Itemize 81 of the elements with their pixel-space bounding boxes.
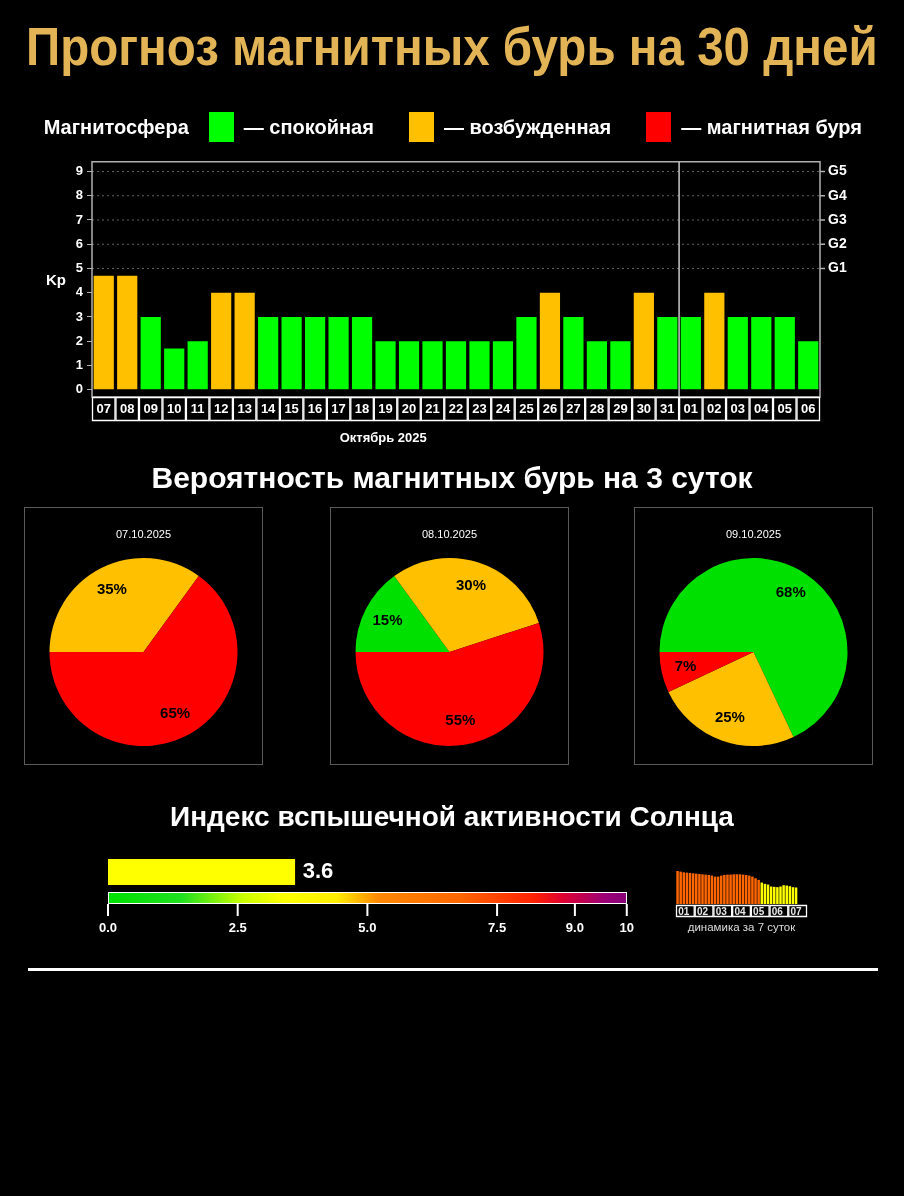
text: Вероятность магнитных бурь на 3 суток (151, 461, 753, 495)
y-tick-label: 1 (75, 357, 83, 373)
legend-title: Магнитосфера (43, 115, 189, 139)
x-tick-label: 29 (613, 401, 628, 417)
y-tick-label: 4 (75, 284, 84, 300)
x-tick-label: 09 (143, 401, 158, 417)
x-tick-label: 31 (660, 401, 675, 417)
x-tick-label: 10 (619, 920, 634, 936)
chart-title: Индекс вспышечной активности Солнца (170, 801, 734, 833)
x-tick-label: 20 (401, 401, 417, 417)
legend-label: — магнитная буря (681, 115, 862, 139)
x-tick-label: 18 (354, 401, 370, 417)
x-tick-label: 10 (166, 401, 182, 417)
x-tick-label: 15 (284, 401, 299, 417)
data-label: 3.6 (302, 858, 334, 884)
x-tick-label: 11 (190, 401, 205, 417)
data-label: 68% (775, 583, 806, 601)
x-tick-label: 22 (448, 401, 464, 417)
data-label: 25% (714, 707, 745, 725)
x-tick-label: 19 (378, 401, 393, 417)
chart-title: 09.10.2025 (725, 528, 782, 540)
y-tick-label: 2 (75, 332, 83, 348)
chart-title: 08.10.2025 (421, 528, 478, 540)
x-tick-label: 06 (801, 401, 816, 417)
x-tick-label: 04 (754, 401, 770, 417)
ref-line-label: G1 (828, 259, 847, 276)
x-tick-label: 01 (678, 905, 690, 917)
data-label: 15% (372, 610, 403, 628)
x-tick-label: 17 (331, 401, 346, 417)
x-tick-label: 25 (519, 401, 534, 417)
data-label: 30% (455, 575, 487, 593)
x-tick-label: 06 (771, 905, 784, 917)
x-tick-label: 0.0 (98, 920, 118, 936)
x-tick-label: 04 (734, 905, 746, 917)
x-tick-label: 03 (715, 905, 728, 917)
x-tick-label: 23 (472, 401, 487, 417)
legend-label: — спокойная (243, 115, 374, 139)
y-tick-label: 8 (75, 187, 83, 203)
x-axis-title: Октябрь 2025 (339, 430, 427, 445)
x-tick-label: 07 (96, 401, 111, 417)
y-tick-label: 9 (75, 163, 83, 179)
ref-line-label: G5 (828, 162, 847, 179)
data-label: 65% (160, 704, 191, 722)
x-tick-label: 07 (790, 905, 803, 917)
x-tick-label: 02 (707, 401, 722, 417)
x-tick-label: 03 (730, 401, 746, 417)
x-tick-label: 01 (683, 401, 699, 417)
y-tick-label: 7 (75, 211, 83, 227)
x-tick-label: 05 (777, 401, 793, 417)
ref-line-label: G2 (828, 235, 847, 252)
y-tick-label: 3 (75, 308, 83, 324)
y-tick-label: 6 (75, 235, 83, 251)
x-tick-label: 26 (542, 401, 558, 417)
x-tick-label: 7.5 (488, 920, 507, 936)
x-tick-label: 05 (753, 905, 765, 917)
x-tick-label: 14 (260, 401, 277, 417)
x-tick-label: 02 (696, 905, 709, 917)
chart-subtitle: 07.10.2025 (115, 528, 172, 540)
x-tick-label: 2.5 (228, 920, 247, 936)
x-tick-label: 24 (495, 401, 511, 417)
data-label: 35% (96, 580, 127, 598)
x-tick-label: 30 (636, 401, 652, 417)
legend-label: — возбужденная (443, 115, 612, 139)
x-tick-label: 13 (237, 401, 252, 417)
x-tick-label: 08 (119, 401, 135, 417)
chart-title: Прогноз магнитных бурь на 30 дней (26, 15, 878, 77)
x-tick-label: 21 (425, 401, 440, 417)
x-tick-label: 28 (589, 401, 605, 417)
x-tick-label: 9.0 (565, 920, 584, 936)
y-axis-title: Kp (46, 271, 66, 288)
x-axis-title: динамика за 7 суток (687, 921, 796, 933)
data-label: 55% (445, 710, 476, 728)
x-tick-label: 5.0 (358, 920, 377, 936)
y-tick-label: 5 (75, 260, 83, 276)
y-tick-label: 0 (75, 381, 83, 397)
data-label: 7% (674, 657, 697, 675)
ref-line-label: G3 (828, 210, 847, 227)
x-tick-label: 27 (566, 401, 581, 417)
ref-line-label: G4 (828, 186, 847, 203)
x-tick-label: 12 (213, 401, 229, 417)
x-tick-label: 16 (307, 401, 323, 417)
